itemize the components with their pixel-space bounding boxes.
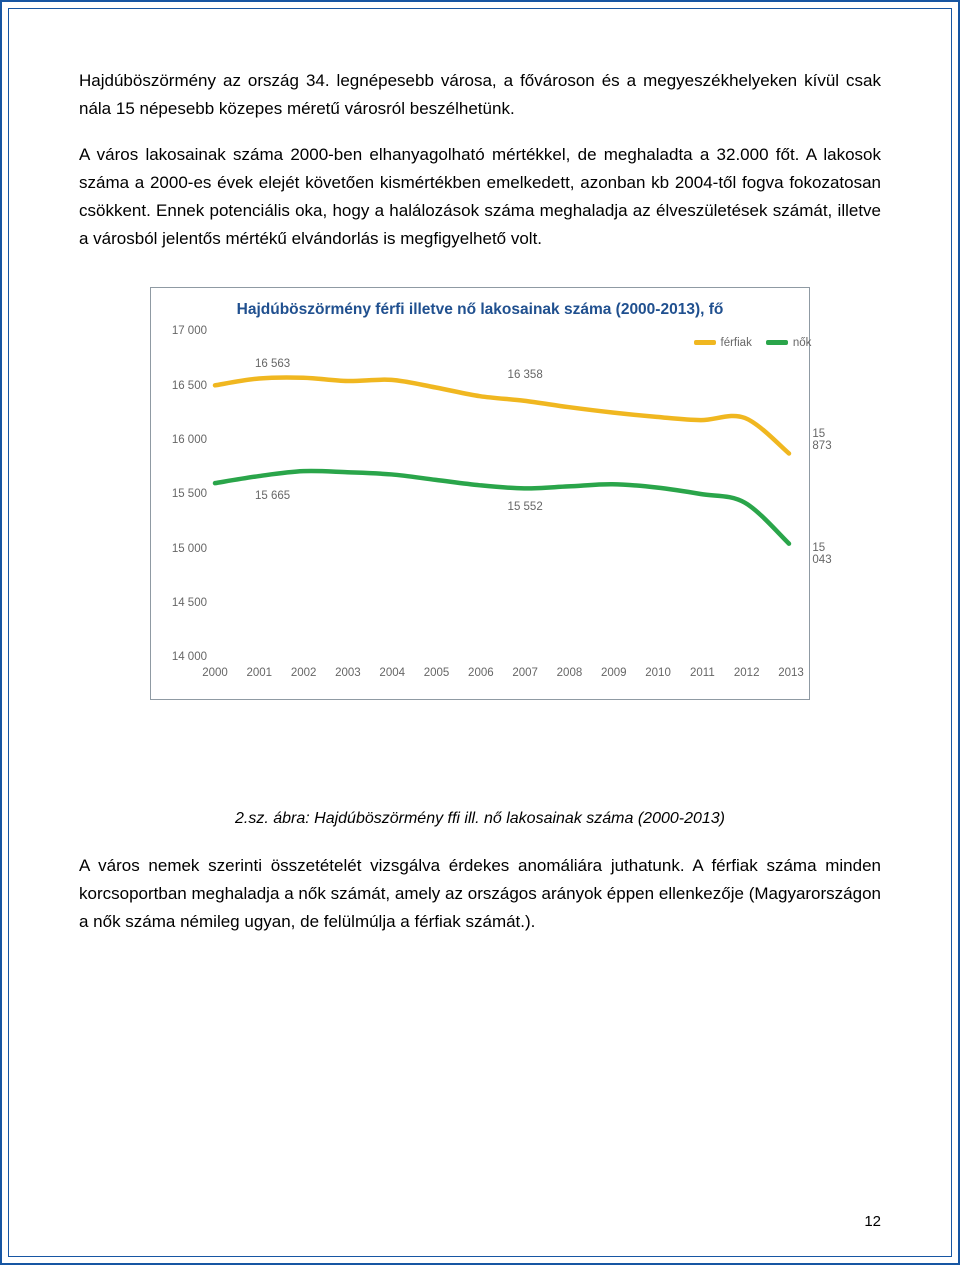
x-tick-label: 2008 xyxy=(557,667,583,679)
x-tick-label: 2009 xyxy=(601,667,627,679)
paragraph-1: Hajdúböszörmény az ország 34. legnépeseb… xyxy=(79,67,881,123)
paragraph-3: A város nemek szerinti összetételét vizs… xyxy=(79,852,881,936)
page-outer-border: Hajdúböszörmény az ország 34. legnépeseb… xyxy=(0,0,960,1265)
x-tick-label: 2000 xyxy=(202,667,228,679)
chart-title: Hajdúböszörmény férfi illetve nő lakosai… xyxy=(151,288,809,325)
chart-plot: 16 56316 35815 87315 66515 55215 043férf… xyxy=(215,331,789,657)
x-tick-label: 2006 xyxy=(468,667,494,679)
x-tick-label: 2007 xyxy=(512,667,538,679)
y-tick-label: 17 000 xyxy=(172,325,207,337)
chart-container: Hajdúböszörmény férfi illetve nő lakosai… xyxy=(150,287,810,700)
page-inner-border: Hajdúböszörmény az ország 34. legnépeseb… xyxy=(8,8,952,1257)
x-tick-label: 2004 xyxy=(379,667,405,679)
x-tick-label: 2013 xyxy=(778,667,804,679)
legend-label: nők xyxy=(793,337,812,349)
chart-plot-area: 17 00016 50016 00015 50015 00014 50014 0… xyxy=(161,331,789,691)
legend-item: nők xyxy=(766,337,812,349)
chart-annotation: 16 563 xyxy=(255,358,290,370)
series-line-nők xyxy=(215,471,789,544)
y-tick-label: 14 000 xyxy=(172,651,207,663)
x-tick-label: 2003 xyxy=(335,667,361,679)
y-tick-label: 14 500 xyxy=(172,597,207,609)
chart-annotation: 15 873 xyxy=(812,428,831,452)
figure-caption: 2.sz. ábra: Hajdúböszörmény ffi ill. nő … xyxy=(79,810,881,828)
chart-annotation: 16 358 xyxy=(508,369,543,381)
x-tick-label: 2001 xyxy=(247,667,273,679)
legend-label: férfiak xyxy=(721,337,752,349)
x-tick-label: 2012 xyxy=(734,667,760,679)
page-number: 12 xyxy=(864,1213,881,1230)
x-tick-label: 2010 xyxy=(645,667,671,679)
x-tick-label: 2011 xyxy=(690,667,715,679)
chart-y-axis: 17 00016 50016 00015 50015 00014 50014 0… xyxy=(161,331,211,657)
y-tick-label: 15 500 xyxy=(172,488,207,500)
chart-lines-svg xyxy=(215,331,789,657)
legend-swatch xyxy=(694,340,716,345)
chart-annotation: 15 552 xyxy=(508,501,543,513)
series-line-férfiak xyxy=(215,378,789,454)
x-tick-label: 2005 xyxy=(424,667,450,679)
chart-x-axis: 2000200120022003200420052006200720082009… xyxy=(215,661,789,691)
chart-annotation: 15 665 xyxy=(255,490,290,502)
y-tick-label: 16 500 xyxy=(172,380,207,392)
chart-annotation: 15 043 xyxy=(812,542,831,566)
paragraph-2: A város lakosainak száma 2000-ben elhany… xyxy=(79,141,881,253)
y-tick-label: 15 000 xyxy=(172,543,207,555)
x-tick-label: 2002 xyxy=(291,667,317,679)
y-tick-label: 16 000 xyxy=(172,434,207,446)
legend-swatch xyxy=(766,340,788,345)
chart-box: Hajdúböszörmény férfi illetve nő lakosai… xyxy=(150,287,810,700)
legend-item: férfiak xyxy=(694,337,752,349)
chart-legend: férfiak nők xyxy=(694,337,812,349)
